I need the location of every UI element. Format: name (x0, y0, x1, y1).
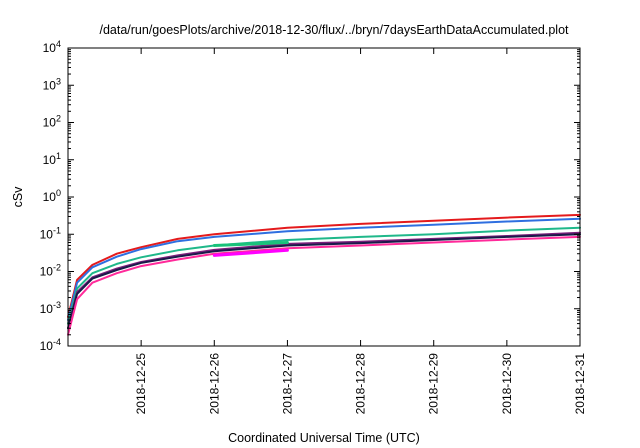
series-line-7 (212, 241, 289, 247)
y-tick-label: 10-2 (40, 263, 61, 279)
x-tick-label: 2018-12-25 (134, 353, 148, 415)
y-tick-base: 10 (40, 265, 54, 279)
y-tick-base: 10 (43, 41, 57, 55)
y-tick-base: 10 (43, 116, 57, 130)
x-tick-label: 2018-12-31 (573, 353, 587, 415)
y-tick-base: 10 (40, 302, 54, 316)
y-tick-exponent: -3 (53, 300, 61, 310)
y-tick-label: 10-1 (40, 225, 61, 241)
y-tick-label: 103 (43, 76, 61, 92)
y-tick-exponent: 3 (56, 76, 61, 86)
y-tick-label: 10-4 (40, 337, 61, 353)
plot-frame (67, 47, 581, 347)
x-tick-label: 2018-12-30 (500, 353, 514, 415)
x-tick-label: 2018-12-27 (280, 353, 294, 415)
y-tick-label: 102 (43, 114, 61, 130)
y-tick-label: 10-3 (40, 300, 61, 316)
y-tick-exponent: 1 (56, 151, 61, 161)
series-line-5 (67, 233, 581, 330)
ticks-layer (68, 47, 581, 347)
y-tick-exponent: 4 (56, 39, 61, 49)
y-tick-base: 10 (43, 153, 57, 167)
series-line-1 (67, 213, 581, 318)
x-tick-label: 2018-12-29 (427, 353, 441, 415)
y-tick-label: 101 (43, 151, 61, 167)
y-tick-base: 10 (40, 227, 54, 241)
y-axis-label: cSv (11, 186, 25, 208)
series-line-2 (67, 217, 581, 321)
series-line-3 (67, 226, 581, 325)
y-tick-label: 100 (43, 188, 61, 204)
y-tick-exponent: 0 (56, 188, 61, 198)
series-line-8 (212, 248, 289, 257)
series-layer (67, 213, 581, 336)
y-tick-exponent: 2 (56, 114, 61, 124)
x-axis-label: Coordinated Universal Time (UTC) (228, 431, 420, 445)
series-line-6 (67, 235, 581, 336)
y-tick-exponent: -1 (53, 225, 61, 235)
y-tick-base: 10 (43, 190, 57, 204)
y-tick-exponent: -4 (53, 337, 61, 347)
y-tick-base: 10 (40, 339, 54, 353)
y-tick-label: 104 (43, 39, 61, 55)
x-tick-label: 2018-12-26 (207, 353, 221, 415)
y-tick-base: 10 (43, 78, 57, 92)
x-tick-labels: 2018-12-25 2018-12-26 2018-12-27 2018-12-28… (134, 353, 587, 415)
x-tick-label: 2018-12-28 (354, 353, 368, 415)
chart-title: /data/run/goesPlots/archive/2018-12-30/f… (99, 23, 569, 37)
y-tick-exponent: -2 (53, 263, 61, 273)
